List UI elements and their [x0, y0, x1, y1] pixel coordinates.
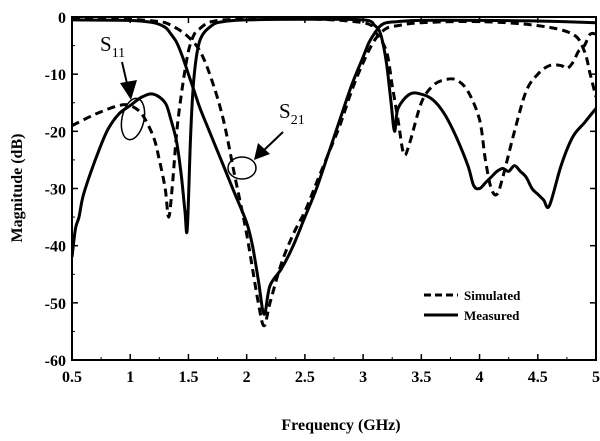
annotation-s21-main: S [279, 99, 291, 123]
x-tick-label: 1.5 [178, 369, 198, 386]
x-tick-label: 2.5 [295, 369, 315, 386]
legend: Simulated Measured [424, 288, 521, 323]
measured-s11-curve [72, 17, 596, 258]
annotation-s11-label: S11 [100, 32, 125, 61]
x-tick-label: 3 [359, 369, 367, 386]
annotation-s11-sub: 11 [112, 46, 125, 61]
legend-label-simulated: Simulated [464, 288, 521, 303]
annotation-s21-sub: 21 [291, 113, 305, 128]
plot-area [72, 17, 596, 328]
axes-group: 0.5 1 1.5 2 2.5 3 3.5 4 4.5 5 0 -10 -20 -30 -40 -50 -60 [45, 10, 600, 386]
x-tick-label: 3.5 [411, 369, 431, 386]
measured-s21-curve [72, 18, 596, 316]
annotation-s11-main: S [100, 32, 112, 56]
simulated-s11-curve [72, 17, 596, 219]
annotation-s11-arrowhead [120, 80, 137, 100]
annotation-s21-arrow-shaft [261, 131, 284, 153]
x-tick-label: 2 [243, 369, 251, 386]
annotation-s21-arrowhead [254, 143, 270, 160]
annotation-s21: S21 [227, 99, 305, 180]
annotation-s21-ellipse [227, 156, 257, 180]
y-tick-label: -60 [45, 353, 66, 370]
y-tick-label: -40 [45, 239, 66, 256]
x-tick-label: 4 [476, 369, 484, 386]
x-tick-label: 0.5 [62, 369, 82, 386]
legend-label-measured: Measured [464, 308, 520, 323]
x-tick-label: 5 [592, 369, 600, 386]
y-tick-label: -10 [45, 67, 66, 84]
y-tick-label: -20 [45, 124, 66, 141]
y-tick-label: 0 [58, 10, 66, 27]
annotation-s21-label: S21 [279, 99, 305, 128]
y-axis-label: Magnitude (dB) [9, 134, 26, 243]
y-tick-label: -30 [45, 182, 66, 199]
x-tick-label: 4.5 [528, 369, 548, 386]
x-axis-label: Frequency (GHz) [281, 417, 400, 434]
y-tick-label: -50 [45, 296, 66, 313]
simulated-s21-curve [72, 17, 596, 328]
annotation-s11-ellipse [120, 97, 146, 141]
x-tick-label: 1 [126, 369, 134, 386]
annotation-s11: S11 [100, 32, 146, 141]
